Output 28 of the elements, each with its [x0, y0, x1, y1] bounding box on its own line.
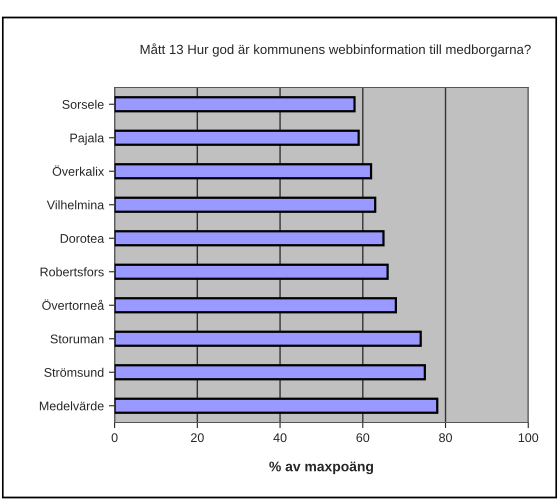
y-tick-label: Medelvärde	[40, 401, 104, 410]
y-tick-label: Robertsfors	[40, 267, 104, 276]
x-tick-label: 80	[439, 433, 452, 442]
y-tick-label: Pajala	[70, 133, 104, 145]
chart-title: Mått 13 Hur god är kommunens webbinformation till medborgarna?	[140, 43, 531, 57]
y-tick-label: Övertorneå	[42, 299, 104, 310]
y-tick-label: Strömsund	[44, 368, 104, 377]
y-tick-label: Storuman	[50, 334, 104, 344]
y-tick-label: Vilhelmina	[46, 200, 104, 210]
x-tick-label: 40	[273, 433, 287, 442]
bar	[114, 398, 438, 414]
x-tick-label: 0	[112, 433, 118, 442]
bar	[114, 264, 389, 280]
y-tick-label: Sorsele	[62, 100, 104, 109]
bar	[114, 230, 385, 246]
x-axis-title: % av maxpoäng	[269, 462, 373, 474]
bar	[114, 297, 397, 314]
bar	[114, 96, 356, 112]
bar	[114, 196, 376, 213]
bar	[114, 330, 422, 347]
bar	[114, 130, 360, 146]
x-tick-label: 20	[191, 433, 204, 442]
y-tick-label: Dorotea	[60, 234, 104, 243]
x-tick-label: 60	[356, 433, 370, 442]
bar	[114, 364, 426, 380]
y-tick-label: Överkalix	[52, 165, 104, 176]
x-tick-label: 100	[518, 433, 538, 442]
bar	[114, 163, 372, 180]
